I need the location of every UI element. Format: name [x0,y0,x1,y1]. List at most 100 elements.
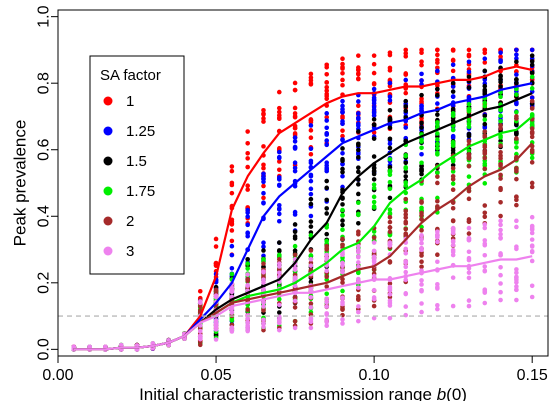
data-point [292,125,298,131]
data-point [229,327,235,333]
legend-label: 1.5 [126,153,147,170]
legend-item-3: 3 [103,243,134,260]
data-point [229,222,235,227]
data-point [435,101,440,106]
data-point [197,328,203,334]
data-point [371,235,377,240]
data-point [387,125,393,131]
data-point [403,104,409,109]
data-point [324,252,330,258]
data-point [356,264,361,270]
data-point [514,297,519,303]
data-point [292,252,298,258]
y-tick-label: 0.0 [36,338,53,360]
y-tick-label: 0.8 [36,72,53,94]
data-point [514,287,519,293]
data-point [340,173,345,179]
data-point [308,213,314,219]
data-point [340,151,345,156]
data-point [292,144,298,150]
data-point [529,243,535,248]
data-point [450,165,456,171]
data-point [529,95,535,101]
data-point [498,222,503,228]
data-point [498,251,503,256]
x-axis: 0.00 0.05 0.10 0.15 [42,356,548,384]
data-point [514,274,519,280]
data-point [371,315,377,321]
legend-marker [103,156,113,166]
data-point [292,222,298,227]
data-point [419,145,424,151]
data-point [261,317,266,323]
data-point [482,225,488,231]
data-point [435,195,440,201]
data-point [466,225,472,231]
legend-item-1: 1 [103,93,134,110]
data-point [308,81,314,86]
data-point [403,304,409,309]
data-point [387,292,393,297]
data-point [419,247,424,253]
legend-marker [103,246,113,256]
data-point [498,161,503,167]
data-point [324,243,330,249]
data-point [324,291,330,297]
data-point [387,210,393,216]
data-point [340,222,345,228]
data-point [308,315,314,321]
data-point [403,226,409,232]
data-point [435,68,440,74]
data-point [435,302,440,308]
data-point [340,295,345,301]
data-point [356,247,361,253]
data-point [419,171,424,177]
data-point [324,62,330,68]
data-point [308,119,314,125]
data-point [261,244,266,250]
data-point [387,207,393,212]
data-point [308,253,314,258]
data-point [340,56,345,62]
data-point [466,117,472,123]
data-point [371,199,377,205]
data-point [387,68,393,73]
data-point [387,219,393,225]
data-point [482,121,488,127]
data-point [482,60,488,65]
data-point [482,214,488,220]
data-point [466,85,472,90]
data-point [403,77,409,83]
data-point [292,139,298,144]
data-point [529,184,535,190]
data-point [213,337,219,342]
data-point [466,109,472,114]
data-point [450,169,456,174]
data-point [482,151,488,157]
data-point [324,96,330,102]
data-point [419,237,424,242]
data-point [308,75,314,80]
data-point [308,201,314,207]
data-point [356,151,361,157]
data-point [356,142,361,148]
data-point [308,263,314,268]
data-point [387,315,393,321]
data-point [371,113,377,118]
data-point [435,170,440,176]
data-point [419,151,424,157]
data-point [514,169,519,174]
data-point [466,148,472,154]
data-point [340,236,345,242]
data-point [229,243,235,249]
data-point [514,145,519,150]
data-point [308,172,314,178]
legend-label: 2 [126,213,134,230]
legend-item-1.25: 1.25 [103,123,155,140]
data-point [371,97,377,102]
data-point [450,242,456,248]
data-point [356,270,361,276]
data-point [356,318,361,324]
data-point [514,77,519,82]
